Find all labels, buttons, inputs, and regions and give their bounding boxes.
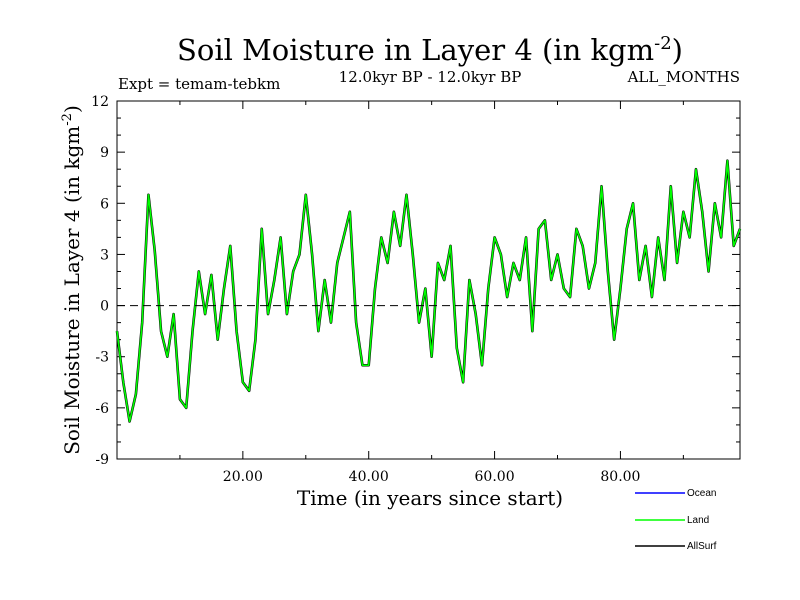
period-label: 12.0kyr BP - 12.0kyr BP [339,68,522,86]
x-tick-label: 40.00 [349,469,389,485]
x-tick-label: 60.00 [475,469,515,485]
y-tick-label: 0 [100,299,109,315]
y-tick-label: -3 [95,350,109,366]
legend-land-label: Land [687,515,709,526]
y-tick-label: 6 [100,196,109,212]
legend: Ocean Land AllSurf [635,488,717,552]
allsurf-series-line [115,159,742,423]
y-tick-label: 3 [100,247,109,263]
legend-ocean-label: Ocean [687,488,716,499]
x-tick-label: 20.00 [223,469,263,485]
x-axis-title: Time (in years since start) [297,486,563,510]
y-tick-label: 12 [91,94,109,110]
y-tick-label: -6 [95,401,109,417]
x-tick-label: 80.00 [600,469,640,485]
months-label: ALL_MONTHS [627,68,740,86]
plot-frame [116,100,741,460]
chart-title: Soil Moisture in Layer 4 (in kgm-2) [177,33,683,67]
y-axis-title: Soil Moisture in Layer 4 (in kgm-2) [60,105,84,455]
legend-allsurf-label: AllSurf [687,541,717,552]
land-series-line [116,159,741,423]
experiment-label: Expt = temam-tebkm [118,75,280,93]
y-tick-label: 9 [100,145,109,161]
plot-area: 12 9 6 3 0 -3 -6 -9 20.00 40.00 60.00 80.00 [91,94,742,485]
y-tick-label: -9 [95,452,109,468]
